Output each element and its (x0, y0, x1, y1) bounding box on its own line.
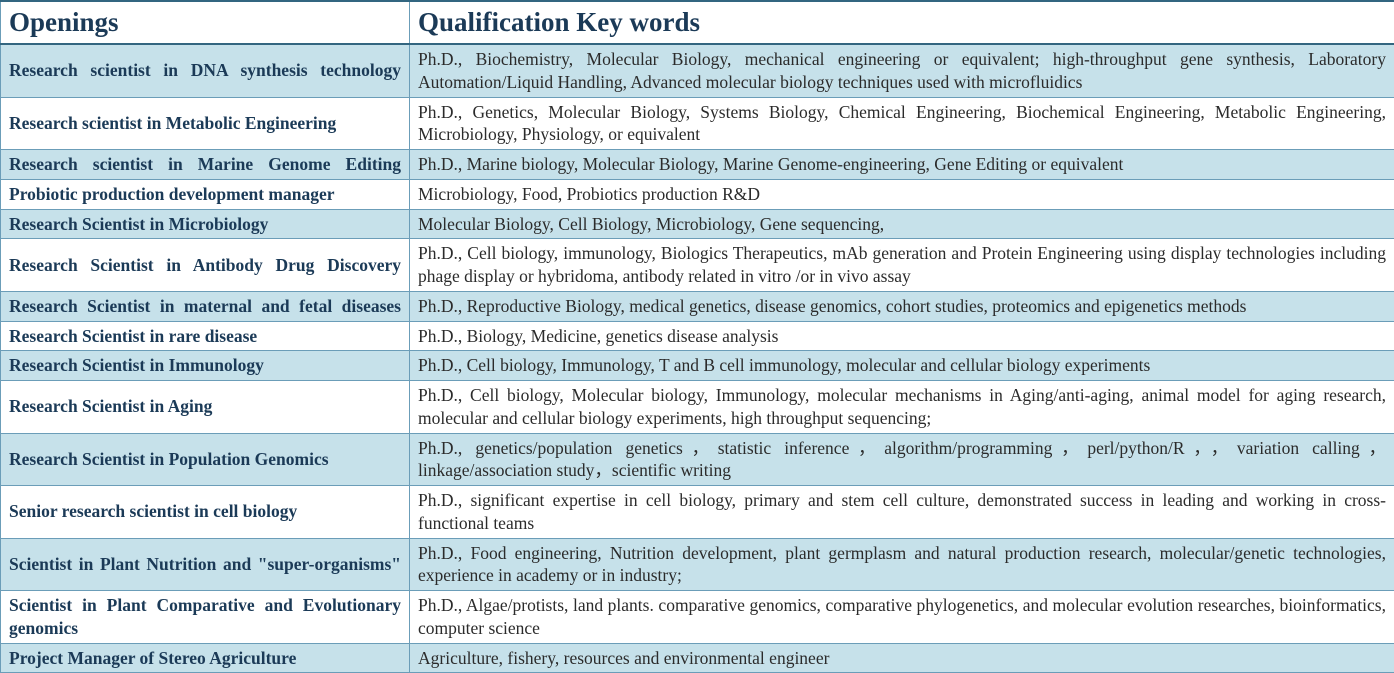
header-qualifications: Qualification Key words (410, 1, 1394, 44)
table-row: Probiotic production development manager… (1, 179, 1394, 209)
opening-cell: Scientist in Plant Nutrition and "super-… (1, 538, 410, 591)
qualifications-cell: Ph.D., Biochemistry, Molecular Biology, … (410, 44, 1394, 97)
table-row: Research Scientist in Population Genomic… (1, 433, 1394, 486)
table-row: Scientist in Plant Nutrition and "super-… (1, 538, 1394, 591)
opening-cell: Research Scientist in Antibody Drug Disc… (1, 239, 410, 292)
opening-cell: Research Scientist in Immunology (1, 351, 410, 381)
opening-cell: Research scientist in DNA synthesis tech… (1, 44, 410, 97)
opening-cell: Research scientist in Metabolic Engineer… (1, 97, 410, 150)
qualifications-cell: Ph.D., Genetics, Molecular Biology, Syst… (410, 97, 1394, 150)
opening-cell: Research Scientist in rare disease (1, 321, 410, 351)
table-row: Scientist in Plant Comparative and Evolu… (1, 591, 1394, 644)
table-row: Senior research scientist in cell biolog… (1, 486, 1394, 539)
qualifications-cell: Ph.D., Reproductive Biology, medical gen… (410, 291, 1394, 321)
qualifications-cell: Ph.D., Cell biology, immunology, Biologi… (410, 239, 1394, 292)
qualifications-cell: Ph.D., Food engineering, Nutrition devel… (410, 538, 1394, 591)
table-row: Research Scientist in MicrobiologyMolecu… (1, 209, 1394, 239)
opening-cell: Research Scientist in Aging (1, 381, 410, 434)
qualifications-cell: Ph.D., genetics/population genetics，stat… (410, 433, 1394, 486)
qualifications-cell: Ph.D., Biology, Medicine, genetics disea… (410, 321, 1394, 351)
qualifications-cell: Molecular Biology, Cell Biology, Microbi… (410, 209, 1394, 239)
table-body: Research scientist in DNA synthesis tech… (1, 44, 1394, 673)
qualifications-cell: Ph.D., Marine biology, Molecular Biology… (410, 150, 1394, 180)
opening-cell: Research scientist in Marine Genome Edit… (1, 150, 410, 180)
qualifications-cell: Agriculture, fishery, resources and envi… (410, 643, 1394, 673)
table-row: Research Scientist in rare diseasePh.D.,… (1, 321, 1394, 351)
opening-cell: Research Scientist in Microbiology (1, 209, 410, 239)
qualifications-cell: Ph.D., significant expertise in cell bio… (410, 486, 1394, 539)
table-row: Research Scientist in AgingPh.D., Cell b… (1, 381, 1394, 434)
opening-cell: Scientist in Plant Comparative and Evolu… (1, 591, 410, 644)
qualifications-cell: Ph.D., Cell biology, Immunology, T and B… (410, 351, 1394, 381)
table-row: Research scientist in Metabolic Engineer… (1, 97, 1394, 150)
table-row: Research Scientist in Antibody Drug Disc… (1, 239, 1394, 292)
openings-table: Openings Qualification Key words Researc… (0, 0, 1394, 673)
table-row: Research scientist in Marine Genome Edit… (1, 150, 1394, 180)
opening-cell: Research Scientist in maternal and fetal… (1, 291, 410, 321)
qualifications-cell: Ph.D., Cell biology, Molecular biology, … (410, 381, 1394, 434)
qualifications-cell: Ph.D., Algae/protists, land plants. comp… (410, 591, 1394, 644)
opening-cell: Probiotic production development manager (1, 179, 410, 209)
table-row: Research Scientist in maternal and fetal… (1, 291, 1394, 321)
table-row: Research Scientist in ImmunologyPh.D., C… (1, 351, 1394, 381)
table-row: Project Manager of Stereo AgricultureAgr… (1, 643, 1394, 673)
table-row: Research scientist in DNA synthesis tech… (1, 44, 1394, 97)
opening-cell: Research Scientist in Population Genomic… (1, 433, 410, 486)
header-openings: Openings (1, 1, 410, 44)
opening-cell: Senior research scientist in cell biolog… (1, 486, 410, 539)
table-header-row: Openings Qualification Key words (1, 1, 1394, 44)
opening-cell: Project Manager of Stereo Agriculture (1, 643, 410, 673)
qualifications-cell: Microbiology, Food, Probiotics productio… (410, 179, 1394, 209)
